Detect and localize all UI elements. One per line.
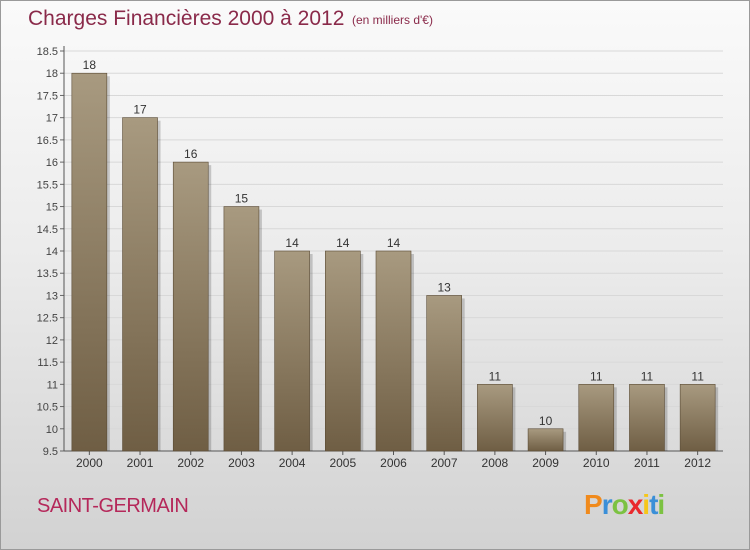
axes: 9.5 10 10.5 11 11.5 12 12.5 13 13.5 14 14.5 15 15.5 1… <box>37 46 723 470</box>
bars <box>71 72 719 452</box>
y-tick-label: 17 <box>46 113 58 125</box>
data-label: 11 <box>590 369 603 383</box>
bar-2002 <box>172 161 209 452</box>
chart-title: Charges Financières 2000 à 2012 <box>28 7 345 30</box>
data-label: 14 <box>285 236 299 250</box>
x-tick-label: 2005 <box>329 456 356 470</box>
x-tick-label: 2006 <box>380 456 407 470</box>
logo-letter: x <box>627 489 644 520</box>
y-tick-label: 15.5 <box>37 179 58 191</box>
bar-2012 <box>679 384 716 452</box>
y-tick-label: 12.5 <box>37 313 58 325</box>
bar-2000 <box>71 72 108 452</box>
x-tick-label: 2001 <box>127 456 154 470</box>
y-tick-label: 9.5 <box>43 446 58 458</box>
y-tick-label: 14.5 <box>37 224 58 236</box>
y-tick-label: 12 <box>46 335 58 347</box>
chart-subtitle: (en milliers d'€) <box>352 13 433 27</box>
y-tick-label: 11.5 <box>37 357 58 369</box>
logo-letter: i <box>642 489 650 520</box>
y-tick-label: 16 <box>46 157 58 169</box>
commune-name: SAINT-GERMAIN <box>37 495 189 517</box>
data-label: 13 <box>438 280 452 294</box>
x-tick-label: 2012 <box>684 456 711 470</box>
data-label: 11 <box>641 369 654 383</box>
data-label: 10 <box>539 414 553 428</box>
x-tick-label: 2004 <box>279 456 306 470</box>
proxiti-logo: Proxiti <box>584 489 665 521</box>
y-tick-label: 13.5 <box>37 268 58 280</box>
data-label: 11 <box>691 369 704 383</box>
data-label: 11 <box>489 369 502 383</box>
y-tick-label: 13 <box>46 290 58 302</box>
bar-2001 <box>122 117 158 452</box>
bar-2008 <box>477 384 513 452</box>
x-tick-label: 2007 <box>431 456 458 470</box>
y-tick-label: 11 <box>47 379 58 391</box>
data-label: 16 <box>184 147 198 161</box>
data-label: 17 <box>133 103 147 117</box>
logo-letter: o <box>611 489 629 520</box>
data-labels: 18 17 16 15 14 14 14 13 11 10 11 11 11 <box>83 58 705 428</box>
y-tick-label: 10 <box>46 424 58 436</box>
logo-letter: P <box>584 489 603 520</box>
bar-2011 <box>629 384 665 452</box>
bar-2007 <box>426 295 462 452</box>
x-tick-label: 2008 <box>482 456 509 470</box>
y-tick-label: 16.5 <box>37 135 58 147</box>
data-label: 15 <box>235 192 249 206</box>
bar-2006 <box>375 250 412 452</box>
x-tick-label: 2000 <box>76 456 103 470</box>
data-label: 18 <box>83 58 97 72</box>
x-tick-label: 2003 <box>228 456 255 470</box>
bar-2003 <box>223 206 260 452</box>
x-tick-label: 2010 <box>583 456 610 470</box>
logo-letter: r <box>601 489 613 520</box>
data-label: 14 <box>336 236 350 250</box>
y-tick-label: 18 <box>46 68 58 80</box>
y-tick-label: 17.5 <box>37 90 58 102</box>
y-tick-label: 18.5 <box>37 46 58 58</box>
y-tick-label: 14 <box>46 246 58 258</box>
y-tick-label: 10.5 <box>37 402 58 414</box>
x-tick-label: 2002 <box>177 456 204 470</box>
bar-2010 <box>578 384 615 452</box>
x-tick-label: 2011 <box>634 456 660 470</box>
logo-letter: i <box>657 489 665 520</box>
logo-letter: t <box>649 489 658 520</box>
bar-2004 <box>274 250 310 452</box>
data-label: 14 <box>387 236 401 250</box>
bar-2005 <box>325 250 361 452</box>
x-tick-label: 2009 <box>532 456 559 470</box>
y-tick-label: 15 <box>46 202 58 214</box>
bar-2009 <box>527 428 564 452</box>
